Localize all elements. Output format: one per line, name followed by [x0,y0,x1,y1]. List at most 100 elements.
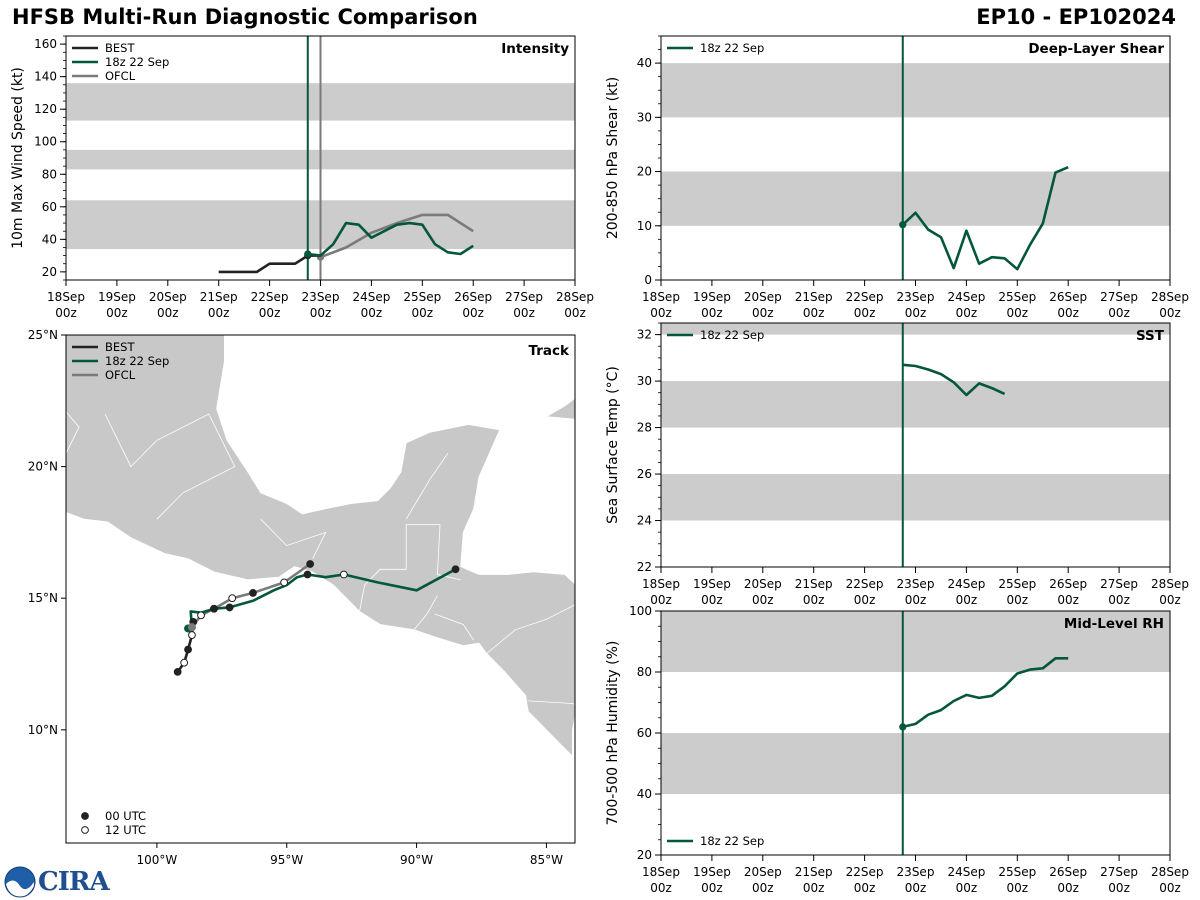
track-legend-label: 18z 22 Sep [105,354,169,368]
track-marker-legend-label: 00 UTC [105,809,146,823]
sst-x-tick-label: 18Sep [642,577,680,591]
shear-x-tick-label: 18Sep [642,290,680,304]
sst-y-tick-label: 32 [637,328,652,342]
sst-band-1 [661,381,1170,428]
cuba-land [545,397,575,420]
intensity-x-tick-sublabel: 00z [310,306,332,320]
intensity-x-tick-sublabel: 00z [106,306,128,320]
intensity-x-tick-label: 28Sep [556,290,594,304]
sst-x-tick-sublabel: 00z [1057,593,1079,607]
sst-x-tick-sublabel: 00z [803,593,825,607]
sst-x-tick-label: 24Sep [947,577,985,591]
shear-x-tick-label: 22Sep [846,290,884,304]
track-y-tick-label: 10°N [28,723,58,737]
intensity-point [304,250,312,258]
border-honduras-elsalvador [434,613,475,641]
track-line-18z-22-sep [188,568,457,630]
rh-x-tick-sublabel: 00z [1057,881,1079,895]
shear-x-tick-label: 23Sep [897,290,935,304]
intensity-panel: 20 40 60 80 100 120 140 160 18Sep 00z 19Sep 00z 20Se… [10,35,594,320]
shear-x-tick-sublabel: 00z [1108,306,1130,320]
track-marker-12utc [228,594,237,603]
shear-panel-title: Deep-Layer Shear [1028,41,1164,57]
shear-y-tick-label: 10 [637,219,652,233]
sst-y-tick-label: 22 [637,560,652,574]
intensity-x-tick-sublabel: 00z [259,306,281,320]
intensity-x-tick-sublabel: 00z [157,306,179,320]
track-legend-label: BEST [105,340,135,354]
shear-x-tick-label: 19Sep [693,290,731,304]
rh-x-tick-label: 20Sep [744,865,782,879]
track-marker-legend-label: 12 UTC [105,823,146,837]
track-marker-12utc [197,611,205,620]
track-y-tick-label: 15°N [28,591,58,605]
sst-x-tick-label: 22Sep [846,577,884,591]
track-panel: 100°W 95°W 90°W 85°W 10°N 15°N 20°N 25°N Track BE… [28,328,576,867]
rh-x-tick-label: 22Sep [846,865,884,879]
sst-y-tick-label: 24 [637,514,652,528]
rh-panel: 20 40 60 80 100 18Sep 00z 19Sep 00z 20Sep 00z 21Sep… [605,604,1189,895]
shear-y-tick-label: 30 [637,110,652,124]
sst-x-tick-label: 25Sep [998,577,1036,591]
sst-series-group [902,363,1006,397]
border-guatemala-belize [436,524,461,581]
track-marker-00utc [249,589,257,597]
border-nicaragua-costarica [528,700,575,705]
intensity-x-tick-label: 21Sep [200,290,238,304]
intensity-x-tick-label: 23Sep [302,290,340,304]
rh-x-tick-sublabel: 00z [1108,881,1130,895]
intensity-x-tick-sublabel: 00z [361,306,383,320]
rh-frame [660,610,1171,856]
rh-line-18z-22-sep [902,656,1069,729]
track-marker-12utc [188,631,196,639]
sst-x-tick-sublabel: 00z [854,593,876,607]
intensity-y-tick-label: 100 [34,135,57,149]
border-yucatan-states [405,453,449,520]
intensity-x-tick-label: 22Sep [251,290,289,304]
track-marker-00utc [225,603,234,612]
intensity-y-tick-label: 120 [34,102,57,116]
intensity-x-tick-label: 27Sep [505,290,543,304]
rh-x-tick-label: 23Sep [897,865,935,879]
shear-frame [660,35,1171,281]
rh-panel-title: Mid-Level RH [1064,616,1164,632]
shear-x-tick-label: 25Sep [998,290,1036,304]
shear-series-group [899,166,1069,271]
track-panel-title: Track [529,343,570,359]
sst-x-tick-label: 20Sep [744,577,782,591]
track-y-tick-label: 25°N [28,328,58,342]
intensity-y-tick-label: 80 [42,167,57,181]
intensity-y-axis-label: 10m Max Wind Speed (kt) [10,67,26,249]
shear-x-tick-sublabel: 00z [905,306,927,320]
sst-y-axis-label: Sea Surface Temp (°C) [605,366,621,524]
intensity-legend-label: 18z 22 Sep [105,55,169,69]
track-land-group [66,335,575,758]
shear-y-axis-label: 200-850 hPa Shear (kt) [605,77,621,239]
shear-x-tick-label: 27Sep [1100,290,1138,304]
sst-x-tick-label: 27Sep [1100,577,1138,591]
shear-x-tick-sublabel: 00z [650,306,672,320]
cira-logo-text: CIRA [38,867,110,897]
rh-x-tick-label: 27Sep [1100,865,1138,879]
rh-y-tick-label: 60 [637,726,652,740]
shear-y-tick-label: 0 [644,273,652,287]
shear-y-tick-label: 40 [637,56,652,70]
rh-point [899,723,907,731]
rh-x-tick-label: 28Sep [1151,865,1189,879]
sst-panel: 22 24 26 28 30 32 18Sep 00z 19Sep 00z 20Sep 00z 21Se… [605,322,1189,607]
intensity-frame [65,35,576,281]
shear-x-tick-sublabel: 00z [854,306,876,320]
intensity-x-tick-label: 26Sep [454,290,492,304]
shear-x-tick-sublabel: 00z [956,306,978,320]
sst-frame [660,322,1171,568]
sst-y-tick-label: 30 [637,374,652,388]
rh-legend-label: 18z 22 Sep [700,834,764,848]
border-mexican-states [104,413,236,520]
shear-x-tick-label: 28Sep [1151,290,1189,304]
track-x-tick-label: 100°W [137,853,178,867]
intensity-x-tick-sublabel: 00z [564,306,586,320]
rh-y-tick-label: 20 [637,848,652,862]
shear-y-tick-label: 20 [637,165,652,179]
shear-x-tick-label: 24Sep [947,290,985,304]
